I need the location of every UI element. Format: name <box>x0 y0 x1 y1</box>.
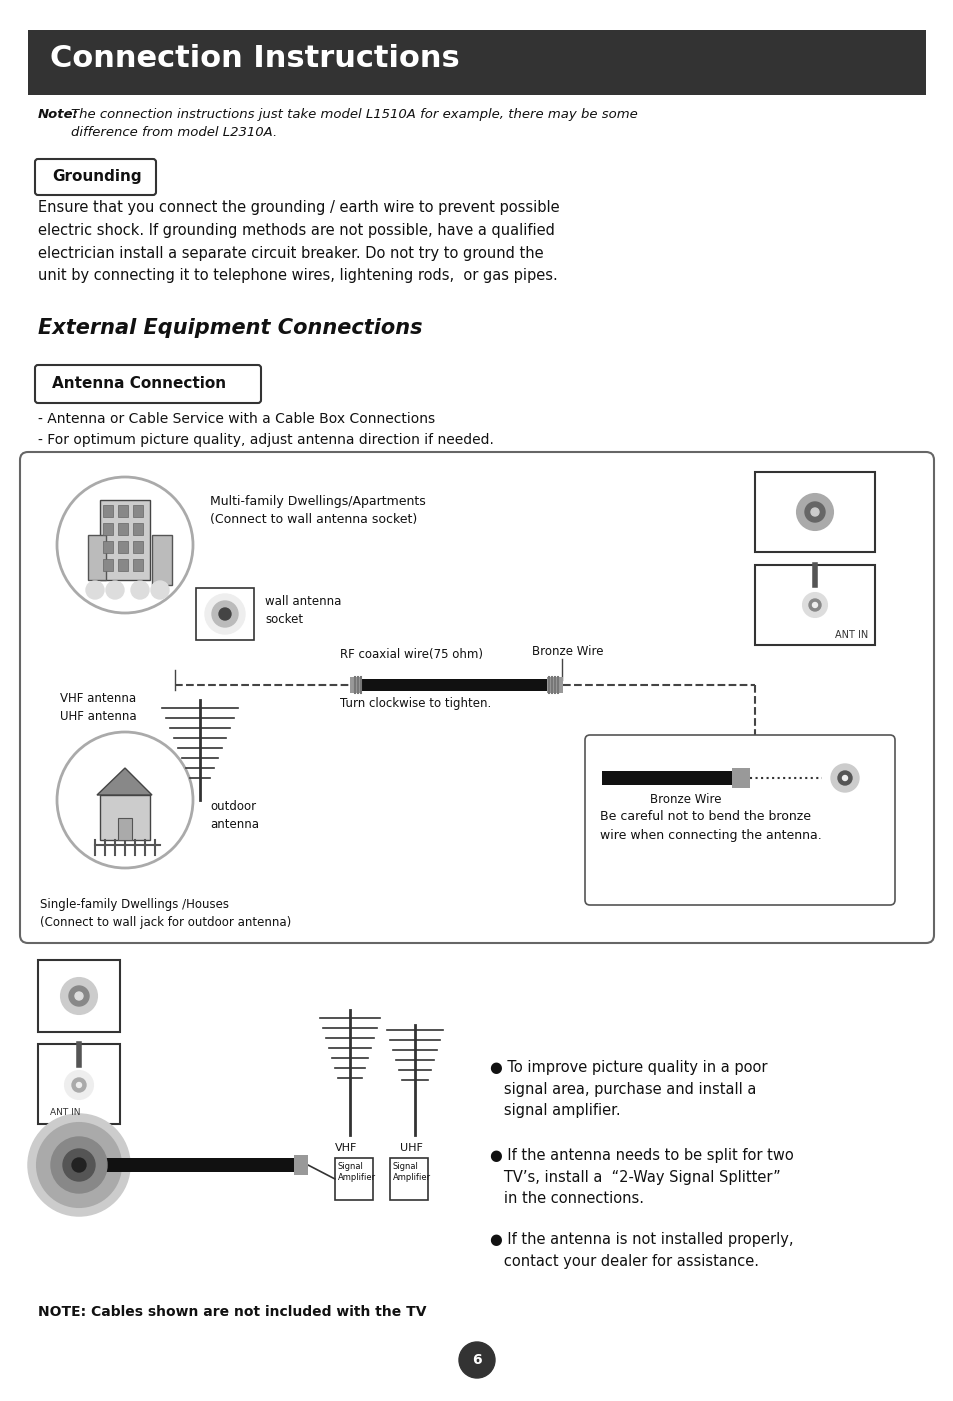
Circle shape <box>131 581 149 600</box>
Circle shape <box>812 602 817 608</box>
Circle shape <box>65 1070 92 1098</box>
Text: External Equipment Connections: External Equipment Connections <box>38 318 422 338</box>
Circle shape <box>830 764 858 792</box>
Circle shape <box>71 1159 86 1173</box>
Circle shape <box>822 757 866 800</box>
Bar <box>361 679 546 691</box>
Text: Bronze Wire: Bronze Wire <box>649 793 720 806</box>
FancyBboxPatch shape <box>584 736 894 905</box>
Circle shape <box>802 593 826 616</box>
Bar <box>754 565 874 644</box>
Text: Connection Instructions: Connection Instructions <box>50 43 459 73</box>
Circle shape <box>219 608 231 621</box>
Text: ANT IN: ANT IN <box>834 630 867 640</box>
Text: VHF antenna
UHF antenna: VHF antenna UHF antenna <box>60 692 136 723</box>
Bar <box>601 771 731 785</box>
Bar <box>132 504 143 517</box>
Text: Single-family Dwellings /Houses
(Connect to wall jack for outdoor antenna): Single-family Dwellings /Houses (Connect… <box>40 898 291 929</box>
Bar <box>28 29 925 95</box>
Circle shape <box>458 1342 495 1379</box>
Bar <box>103 559 112 572</box>
Bar <box>731 768 749 787</box>
Circle shape <box>51 1138 107 1194</box>
Circle shape <box>804 502 824 523</box>
Bar <box>118 504 128 517</box>
Text: VHF: VHF <box>335 1143 357 1153</box>
Circle shape <box>37 1124 121 1208</box>
Bar <box>118 818 132 841</box>
Circle shape <box>106 581 124 600</box>
FancyBboxPatch shape <box>20 453 933 943</box>
Text: ● If the antenna needs to be split for two
   TV’s, install a  “2-Way Signal Spl: ● If the antenna needs to be split for t… <box>490 1147 793 1206</box>
FancyBboxPatch shape <box>35 366 261 403</box>
Text: Multi-family Dwellings/Apartments
(Connect to wall antenna socket): Multi-family Dwellings/Apartments (Conne… <box>210 495 425 525</box>
Text: ● If the antenna is not installed properly,
   contact your dealer for assistanc: ● If the antenna is not installed proper… <box>490 1231 793 1268</box>
Text: UHF: UHF <box>399 1143 422 1153</box>
Circle shape <box>212 601 237 628</box>
Bar <box>390 1159 428 1201</box>
Circle shape <box>61 978 97 1014</box>
Text: Be careful not to bend the bronze
wire when connecting the antenna.: Be careful not to bend the bronze wire w… <box>599 810 821 842</box>
Text: Grounding: Grounding <box>52 170 141 185</box>
Circle shape <box>86 581 104 600</box>
Text: Note:: Note: <box>38 108 79 120</box>
Bar <box>132 541 143 553</box>
Text: Bronze Wire: Bronze Wire <box>532 644 603 658</box>
Text: ● To improve picture quality in a poor
   signal area, purchase and install a
  : ● To improve picture quality in a poor s… <box>490 1061 767 1118</box>
Circle shape <box>841 776 846 780</box>
Text: - For optimum picture quality, adjust antenna direction if needed.: - For optimum picture quality, adjust an… <box>38 433 494 447</box>
Text: - Antenna or Cable Service with a Cable Box Connections: - Antenna or Cable Service with a Cable … <box>38 412 435 426</box>
Circle shape <box>69 986 89 1006</box>
Circle shape <box>808 600 821 611</box>
Bar <box>294 1154 308 1175</box>
Text: 6: 6 <box>472 1353 481 1367</box>
Bar <box>754 472 874 552</box>
Bar <box>38 960 120 1033</box>
Bar <box>118 523 128 535</box>
Text: outdoor
antenna: outdoor antenna <box>210 800 258 831</box>
Bar <box>335 1159 373 1201</box>
Bar <box>103 504 112 517</box>
Text: Ensure that you connect the grounding / earth wire to prevent possible
electric : Ensure that you connect the grounding / … <box>38 200 559 283</box>
Circle shape <box>151 581 169 600</box>
Circle shape <box>63 1149 95 1181</box>
Bar <box>195 588 253 640</box>
Circle shape <box>76 1083 81 1087</box>
Text: wall antenna
socket: wall antenna socket <box>265 595 341 626</box>
Text: Antenna Connection: Antenna Connection <box>52 377 226 391</box>
Bar <box>118 559 128 572</box>
Text: Signal
Amplifier: Signal Amplifier <box>337 1161 375 1182</box>
Bar <box>88 535 106 580</box>
Bar <box>350 677 361 693</box>
Circle shape <box>29 1115 129 1215</box>
Polygon shape <box>97 768 152 794</box>
Circle shape <box>205 594 245 635</box>
Circle shape <box>796 495 832 530</box>
Circle shape <box>71 1077 86 1091</box>
Bar <box>118 541 128 553</box>
Bar <box>103 523 112 535</box>
Bar <box>152 535 172 586</box>
Text: Signal
Amplifier: Signal Amplifier <box>393 1161 431 1182</box>
Bar <box>100 500 150 580</box>
Circle shape <box>75 992 83 1000</box>
Bar <box>100 794 150 841</box>
Circle shape <box>810 509 818 516</box>
Text: RF coaxial wire(75 ohm): RF coaxial wire(75 ohm) <box>339 649 482 661</box>
Bar <box>132 523 143 535</box>
Circle shape <box>837 771 851 785</box>
Bar <box>79 1159 294 1173</box>
Bar <box>132 559 143 572</box>
FancyBboxPatch shape <box>35 158 156 195</box>
Text: The connection instructions just take model L1510A for example, there may be som: The connection instructions just take mo… <box>71 108 638 140</box>
Bar <box>38 1044 120 1124</box>
Bar <box>546 677 562 693</box>
Text: Turn clockwise to tighten.: Turn clockwise to tighten. <box>339 698 491 710</box>
Bar <box>103 541 112 553</box>
Text: ANT IN: ANT IN <box>50 1108 80 1117</box>
Text: NOTE: Cables shown are not included with the TV: NOTE: Cables shown are not included with… <box>38 1304 426 1318</box>
